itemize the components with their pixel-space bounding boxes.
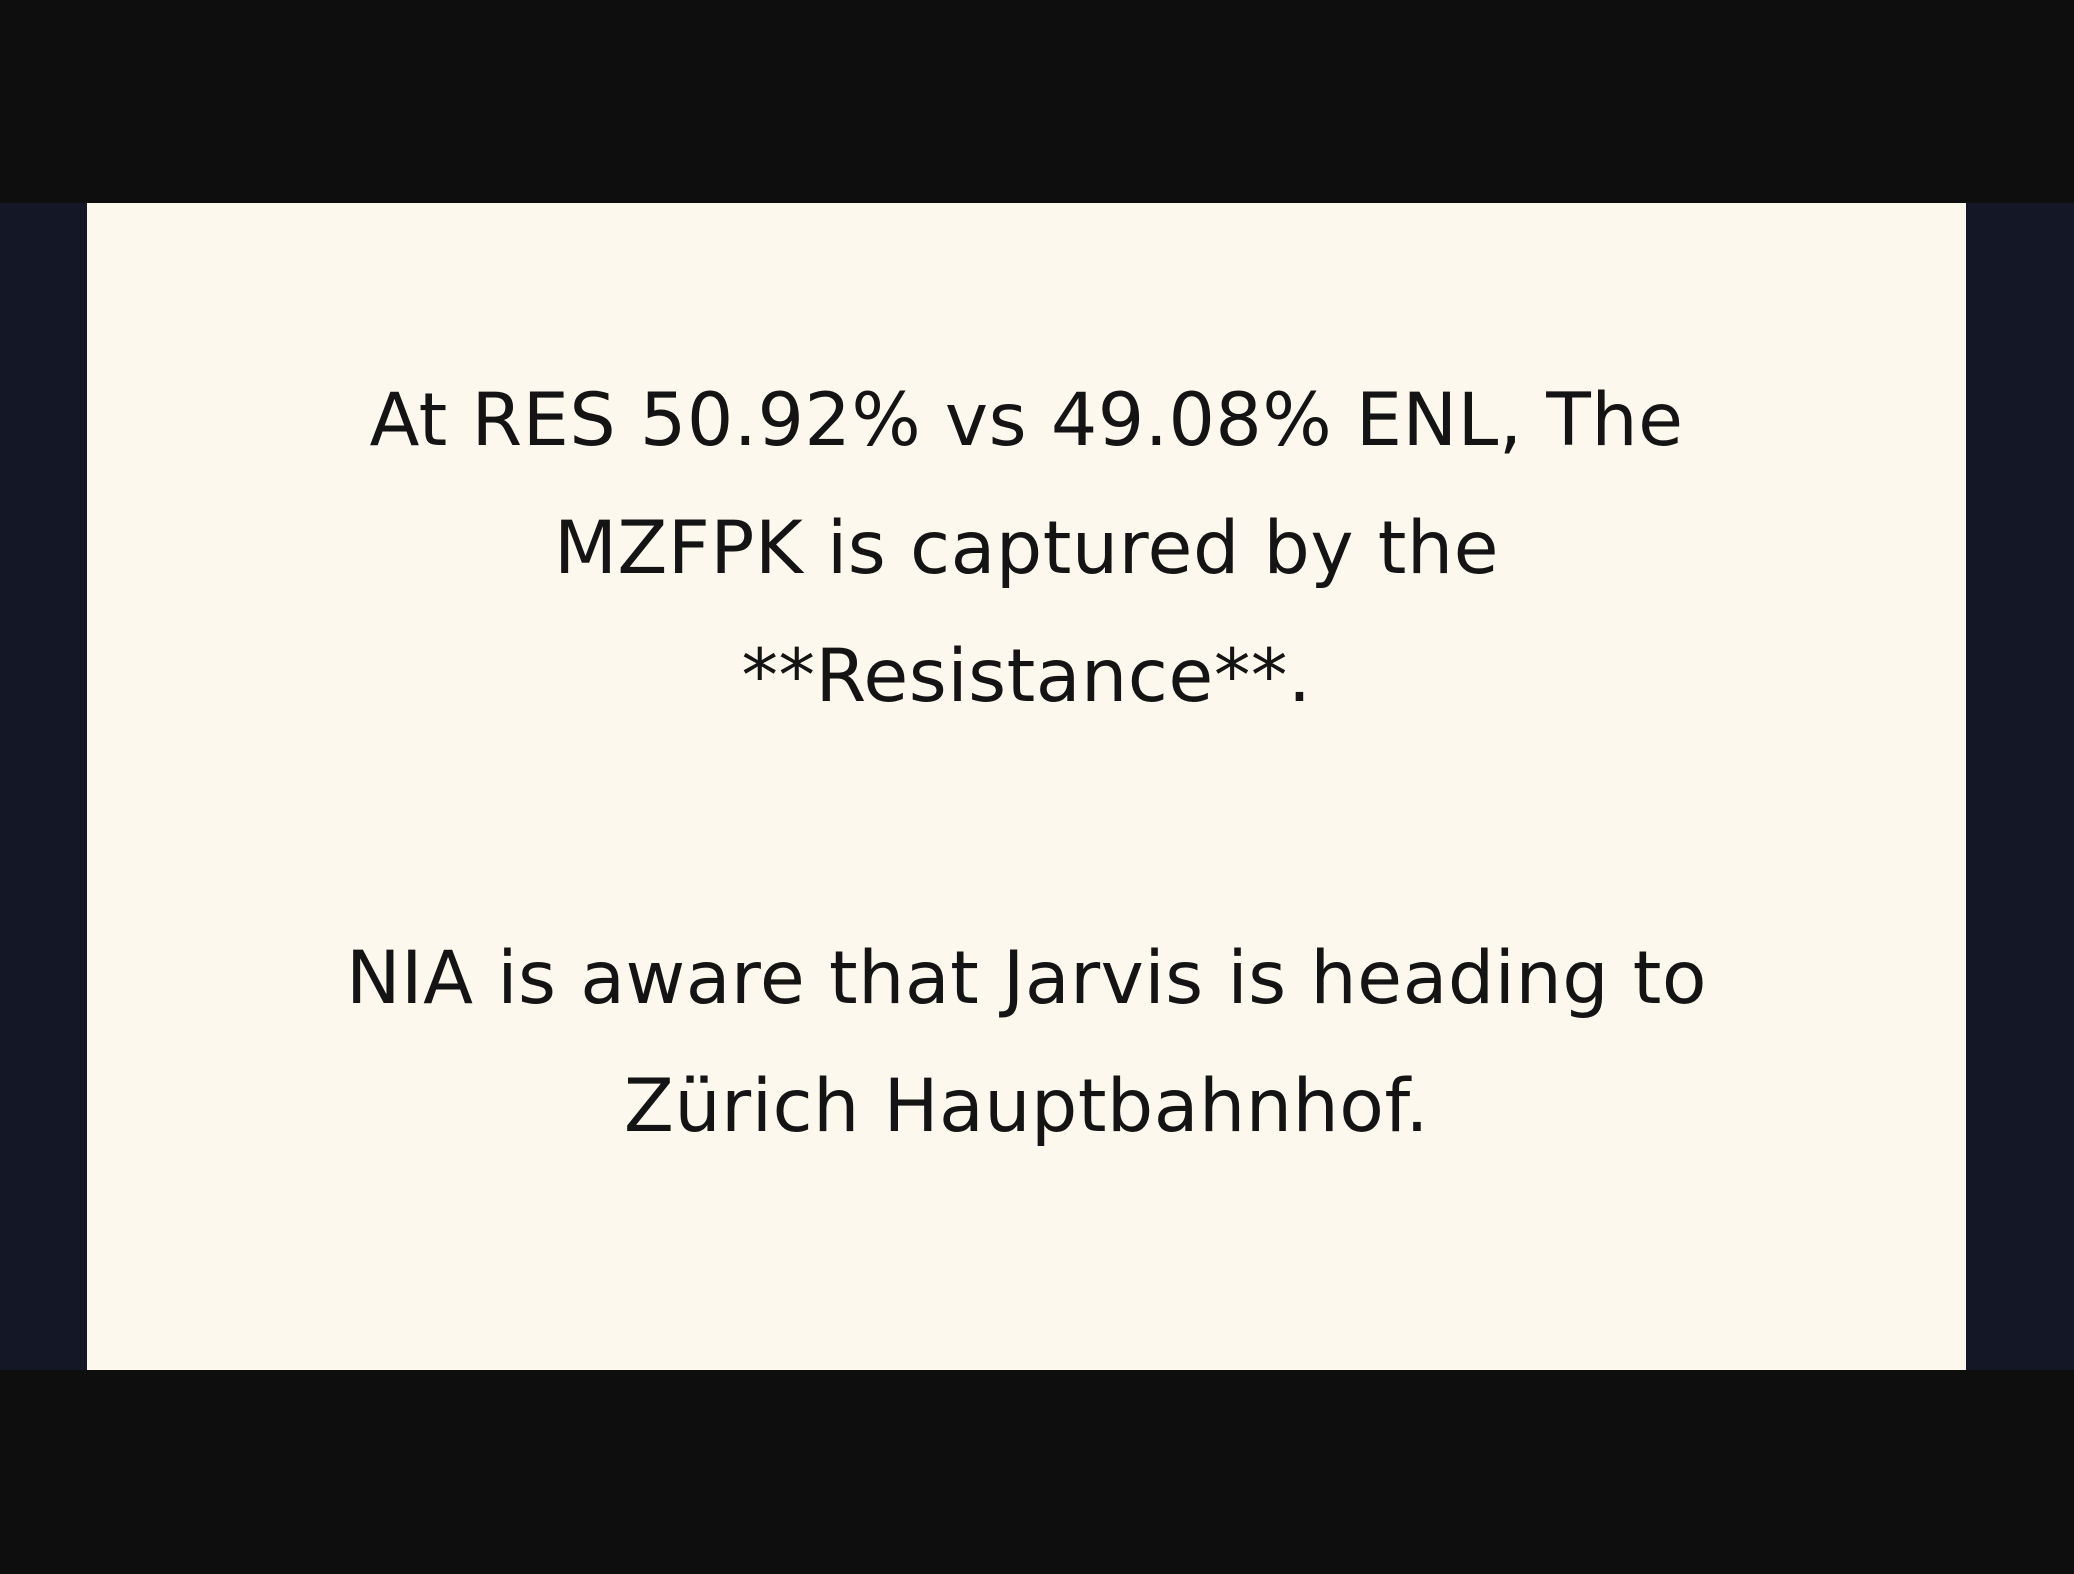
result-line-3: **Resistance**. bbox=[741, 634, 1312, 719]
capture-result-message: At RES 50.92% vs 49.08% ENL, The MZFPK i… bbox=[307, 357, 1746, 741]
result-line-1: At RES 50.92% vs 49.08% ENL, The bbox=[369, 378, 1684, 463]
intel-line-2: Zürich Hauptbahnhof. bbox=[623, 1064, 1430, 1149]
dialogue-card[interactable]: At RES 50.92% vs 49.08% ENL, The MZFPK i… bbox=[87, 203, 1966, 1370]
scene-viewport: At RES 50.92% vs 49.08% ENL, The MZFPK i… bbox=[0, 203, 2074, 1370]
intel-line-1: NIA is aware that Jarvis is heading to bbox=[345, 936, 1708, 1021]
result-line-2: MZFPK is captured by the bbox=[553, 506, 1500, 591]
intel-message: NIA is aware that Jarvis is heading to Z… bbox=[307, 915, 1746, 1171]
